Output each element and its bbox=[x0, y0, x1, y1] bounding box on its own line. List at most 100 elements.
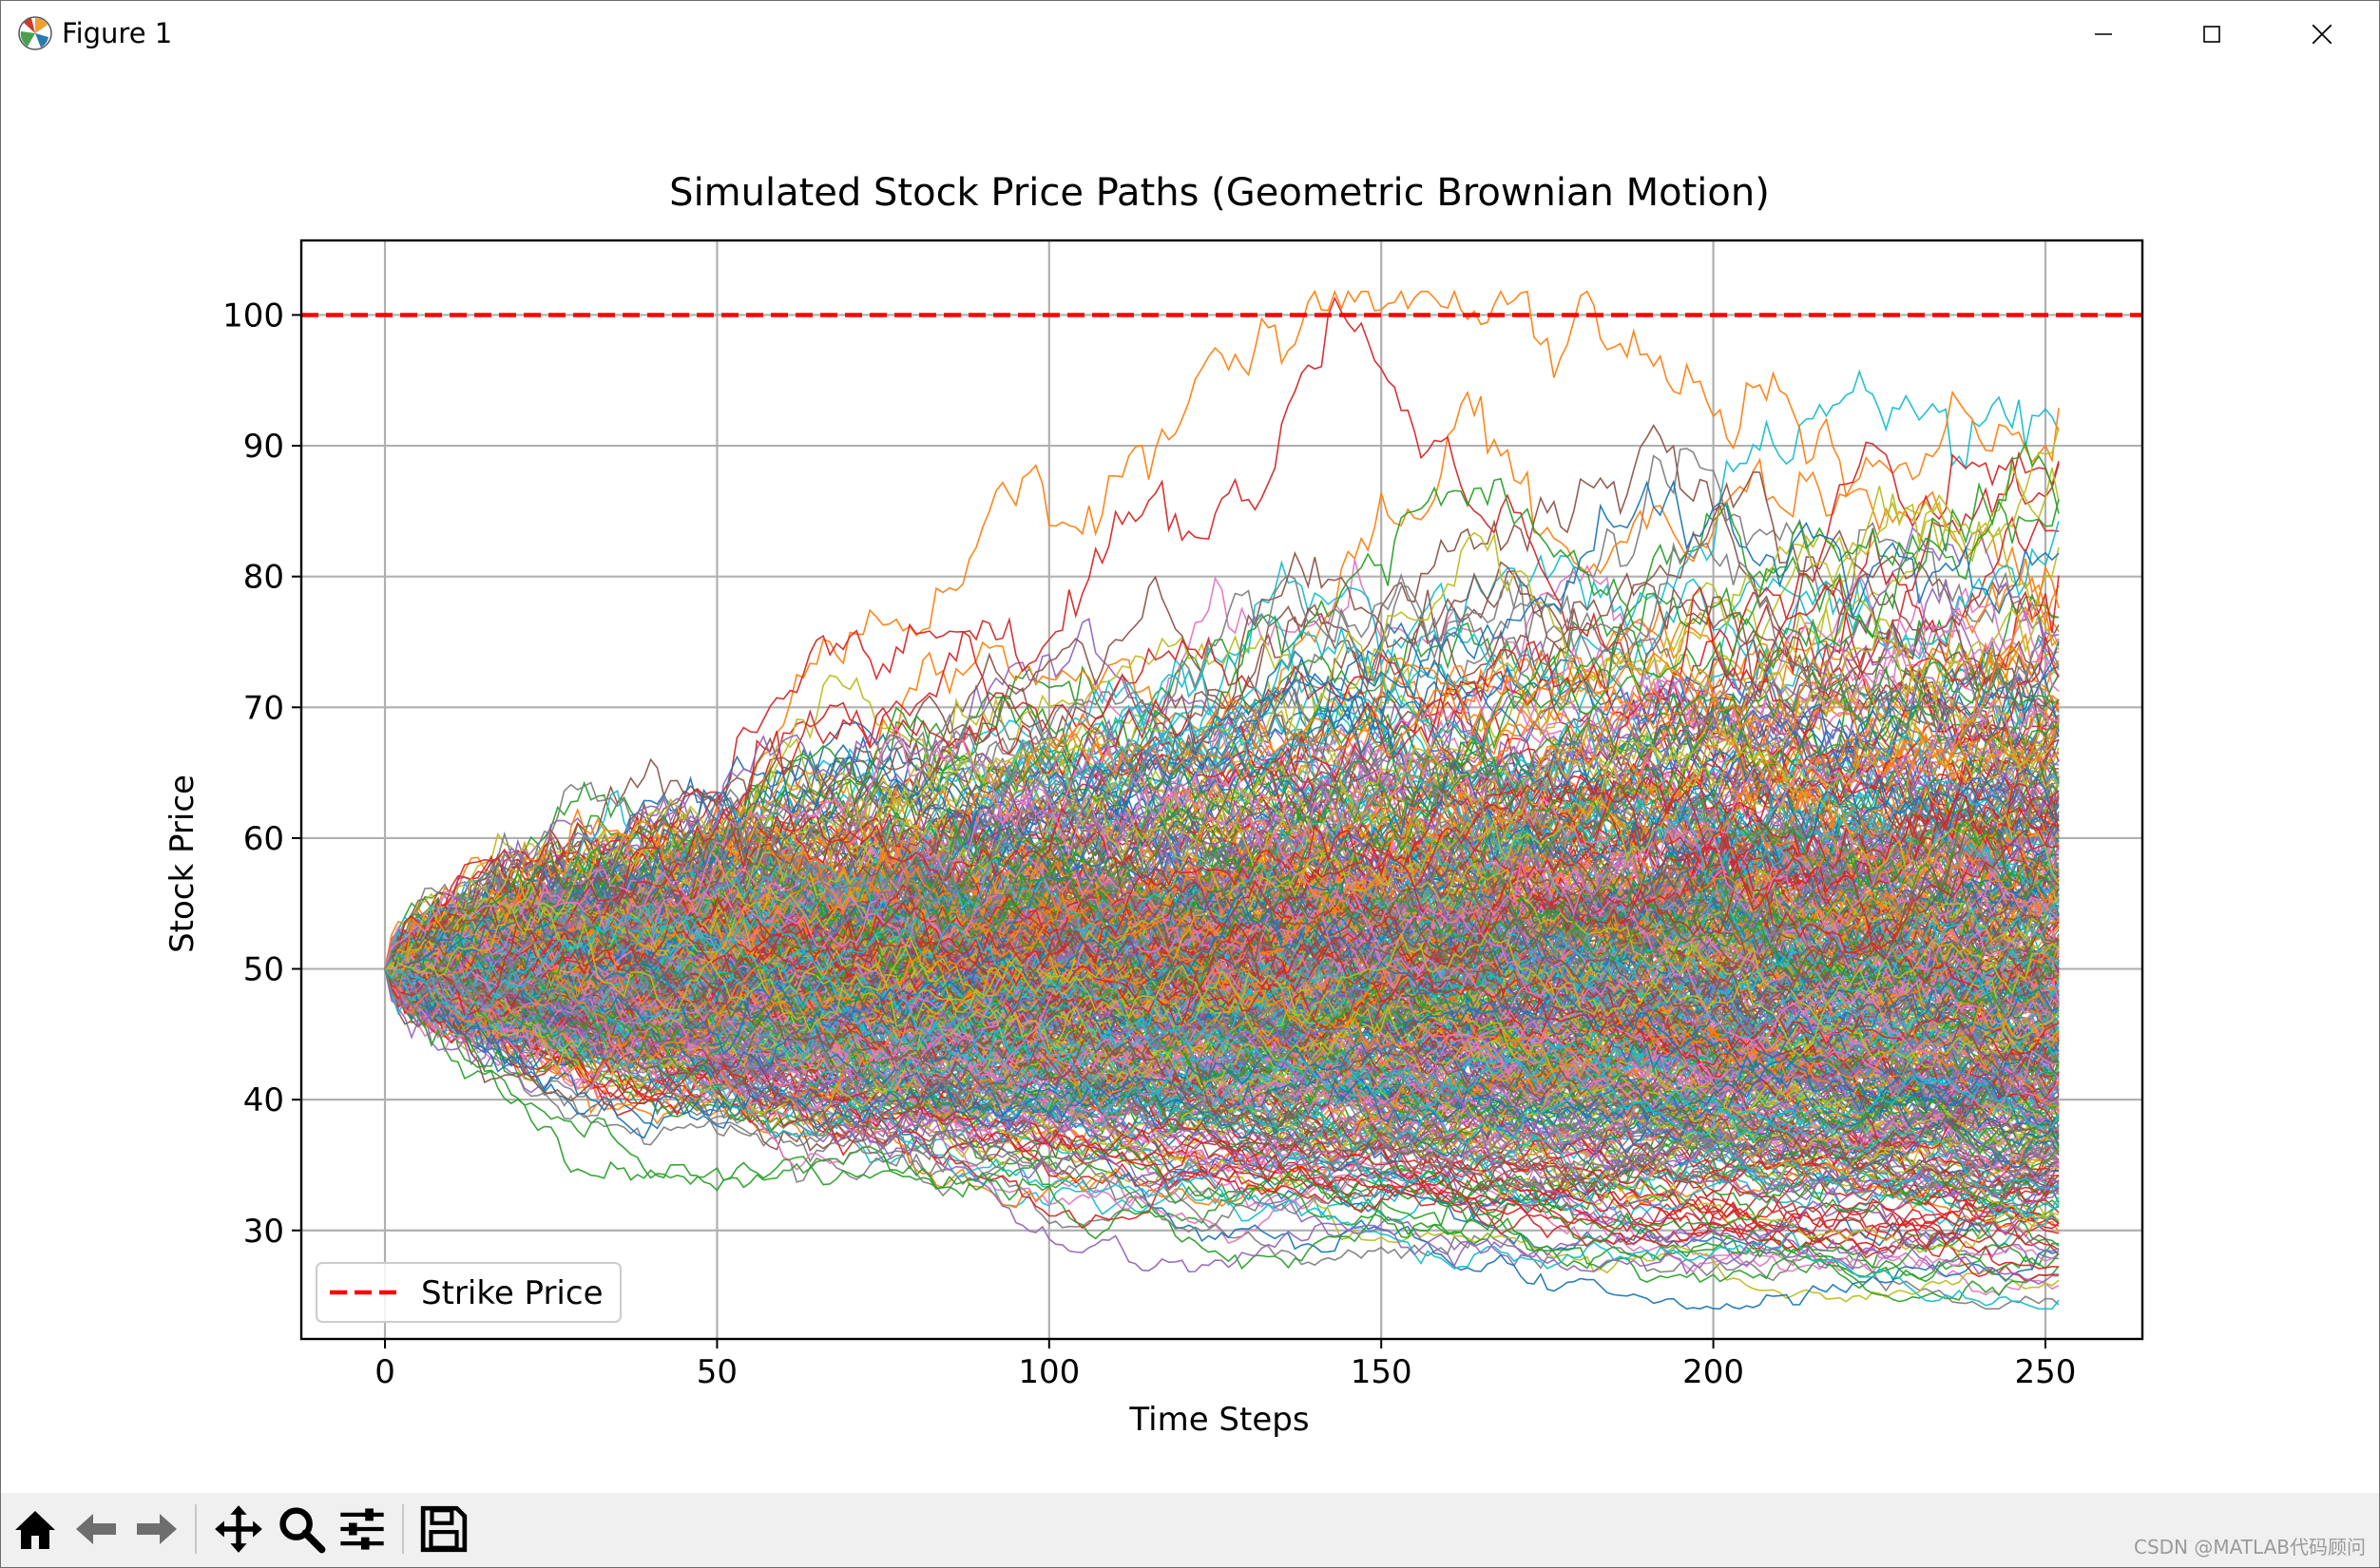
back-arrow-icon bbox=[76, 1514, 116, 1544]
window-title: Figure 1 bbox=[62, 17, 173, 49]
price-path-line bbox=[384, 687, 2060, 1052]
watermark-text: CSDN @MATLAB代码顾问 bbox=[2134, 1536, 2366, 1558]
price-path-line bbox=[384, 706, 2060, 983]
price-path-line bbox=[384, 665, 2060, 1025]
price-path-line bbox=[384, 657, 2060, 970]
y-tick-label: 50 bbox=[243, 951, 284, 989]
price-path-line bbox=[384, 781, 2060, 1010]
price-path-line bbox=[384, 734, 2060, 1099]
price-path-line bbox=[384, 964, 2060, 1132]
y-tick-label: 90 bbox=[243, 428, 284, 466]
price-path-line bbox=[384, 899, 2060, 1067]
configure-subplots-button[interactable] bbox=[334, 1501, 391, 1558]
price-path-line bbox=[384, 725, 2060, 1110]
close-button[interactable] bbox=[2269, 1, 2375, 67]
price-path-line bbox=[384, 851, 2060, 1088]
x-tick-label: 150 bbox=[1351, 1353, 1412, 1391]
price-path-line bbox=[384, 936, 2060, 1278]
price-path-line bbox=[384, 716, 2060, 980]
price-path-line bbox=[384, 939, 2060, 1166]
price-path-line bbox=[384, 876, 2060, 1059]
price-path-line bbox=[384, 907, 2060, 1201]
price-path-line bbox=[384, 634, 2060, 1003]
price-path-line bbox=[384, 699, 2060, 975]
price-path-line bbox=[384, 684, 2060, 971]
zoom-icon bbox=[279, 1507, 326, 1554]
configure-subplots-icon bbox=[340, 1508, 384, 1550]
price-path-line bbox=[384, 928, 2060, 1063]
maximize-button[interactable] bbox=[2159, 1, 2265, 67]
price-path-line bbox=[384, 896, 2060, 1190]
price-path-line bbox=[384, 892, 2060, 1128]
price-path-line bbox=[384, 499, 2060, 995]
price-path-line bbox=[384, 735, 2060, 969]
price-path-line bbox=[384, 772, 2060, 1017]
price-path-line bbox=[384, 869, 2060, 1087]
price-path-line bbox=[384, 956, 2060, 1139]
save-button[interactable] bbox=[415, 1501, 472, 1558]
y-tick-label: 60 bbox=[243, 820, 284, 858]
legend-box bbox=[316, 1262, 622, 1323]
price-path-line bbox=[384, 948, 2060, 1243]
price-path-line bbox=[384, 847, 2060, 1066]
x-tick-label: 50 bbox=[697, 1353, 738, 1391]
price-path-line bbox=[384, 786, 2060, 1023]
forward-button[interactable] bbox=[128, 1501, 185, 1558]
x-axis-label: Time Steps bbox=[1128, 1401, 1309, 1439]
pan-button[interactable] bbox=[210, 1501, 267, 1558]
close-icon bbox=[2312, 24, 2332, 45]
home-icon bbox=[15, 1511, 55, 1549]
price-path-line bbox=[384, 901, 2060, 1144]
stock-price-chart: Simulated Stock Price Paths (Geometric B… bbox=[163, 171, 2144, 1439]
forward-arrow-icon bbox=[137, 1514, 177, 1544]
y-tick-label: 80 bbox=[243, 559, 284, 597]
legend-strike-label: Strike Price bbox=[421, 1274, 603, 1312]
x-tick-label: 100 bbox=[1018, 1353, 1080, 1391]
y-axis-label: Stock Price bbox=[163, 774, 202, 953]
price-path-line bbox=[384, 673, 2060, 992]
price-path-line bbox=[384, 779, 2060, 979]
price-path-line bbox=[384, 899, 2060, 1072]
home-button[interactable] bbox=[7, 1501, 64, 1558]
price-path-line bbox=[384, 959, 2060, 1243]
figure-canvas[interactable]: Simulated Stock Price Paths (Geometric B… bbox=[1, 67, 2379, 1493]
price-path-line bbox=[384, 933, 2060, 1172]
price-path-line bbox=[384, 891, 2060, 1081]
x-tick-label: 0 bbox=[374, 1353, 395, 1391]
y-tick-label: 100 bbox=[222, 296, 284, 335]
price-path-line bbox=[384, 576, 2060, 969]
price-path-line bbox=[384, 968, 2060, 1310]
price-path-line bbox=[384, 955, 2060, 1254]
matplotlib-logo-icon bbox=[18, 16, 52, 50]
back-button[interactable] bbox=[67, 1501, 125, 1558]
price-path-line bbox=[384, 904, 2060, 1057]
x-tick-label: 250 bbox=[2015, 1353, 2077, 1391]
save-icon bbox=[420, 1505, 468, 1553]
price-path-line bbox=[384, 967, 2060, 1285]
price-path-line bbox=[384, 838, 2060, 1146]
price-path-line bbox=[384, 967, 2060, 1204]
simulated-paths bbox=[384, 289, 2060, 1310]
price-path-line bbox=[384, 857, 2060, 1219]
legend: Strike Price bbox=[316, 1262, 622, 1323]
price-path-line bbox=[384, 968, 2060, 1118]
price-path-line bbox=[384, 550, 2060, 969]
y-tick-label: 30 bbox=[243, 1213, 284, 1251]
price-path-line bbox=[384, 759, 2060, 1016]
zoom-button[interactable] bbox=[273, 1501, 330, 1558]
price-path-line bbox=[384, 736, 2060, 984]
x-axis-ticks: 0 50 100 150 200 250 bbox=[374, 1339, 2076, 1391]
y-tick-label: 40 bbox=[243, 1081, 284, 1119]
price-path-line bbox=[384, 853, 2060, 1036]
chart-title: Simulated Stock Price Paths (Geometric B… bbox=[669, 171, 1770, 215]
price-path-line bbox=[384, 966, 2060, 1270]
minimize-button[interactable] bbox=[2050, 1, 2157, 67]
x-tick-label: 200 bbox=[1682, 1353, 1744, 1391]
y-tick-label: 70 bbox=[243, 689, 284, 727]
navigation-toolbar bbox=[1, 1493, 2379, 1567]
price-path-line bbox=[384, 966, 2060, 1284]
price-path-line bbox=[384, 705, 2060, 978]
toolbar-separator bbox=[195, 1504, 197, 1554]
price-path-line bbox=[384, 966, 2060, 1216]
price-path-line bbox=[384, 966, 2060, 1147]
